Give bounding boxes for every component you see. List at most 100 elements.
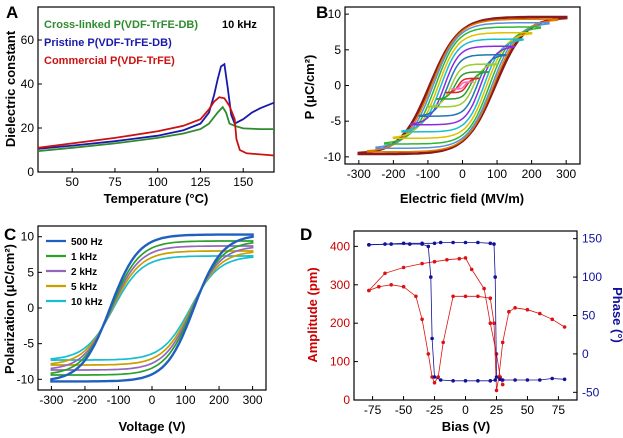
- y-tick-label: 100: [330, 355, 350, 369]
- x-axis-label-b: Electric field (MV/m): [400, 191, 524, 206]
- x-tick-label: 200: [522, 167, 542, 181]
- x-tick-label: -200: [381, 167, 405, 181]
- series-line-d-0-point: [513, 306, 517, 310]
- panel-d: D -75 -50 -25 0 25 50 75 0 100 200 300 400 -50 0 50 100…: [300, 225, 623, 434]
- hysteresis-loop-b-8: [427, 63, 498, 108]
- x-axis-label-d: Bias (V): [442, 419, 490, 434]
- series-line-d-2-point: [562, 377, 567, 382]
- hysteresis-loop-b-1: [366, 18, 559, 153]
- legend-a-pristine: Pristine P(VDF-TrFE-DB): [44, 37, 172, 49]
- series-line-d-1-point: [482, 286, 486, 291]
- series-line-d-0-point: [550, 317, 554, 322]
- y-axis-label-a: Dielectric constant: [3, 30, 18, 147]
- hysteresis-loop-b-4: [392, 31, 533, 140]
- x-tick-label: 0: [149, 393, 156, 407]
- hysteresis-loops-b: [357, 15, 568, 156]
- x-tick-label: 0: [459, 167, 466, 181]
- hysteresis-loop-c-3: [50, 240, 254, 376]
- y-tick-label: 300: [330, 278, 350, 292]
- y-tick-label: 5: [334, 43, 341, 57]
- series-line-d-0-point: [463, 294, 468, 299]
- series-line-d-3-point: [438, 378, 443, 382]
- hysteresis-loop-b-0: [357, 15, 568, 156]
- y2-tick-label: 100: [582, 270, 602, 284]
- y-tick-label: 10: [21, 230, 35, 244]
- series-line-d-2-point: [500, 378, 505, 382]
- panel-label-d: D: [300, 225, 312, 244]
- hysteresis-loop-b-7: [418, 54, 507, 117]
- series-line-d-1-point: [383, 271, 387, 276]
- y-tick-label: 0: [343, 393, 350, 407]
- series-line-d-0-point: [441, 340, 446, 345]
- series-line-d-1-point: [367, 288, 371, 293]
- x-tick-label: 125: [190, 175, 210, 189]
- series-line-d-2-point: [432, 241, 437, 246]
- x-tick-label: -300: [347, 167, 371, 181]
- x-tick-label: 300: [556, 167, 576, 181]
- panel-label-a: A: [6, 3, 18, 22]
- y-tick-label: 400: [330, 239, 350, 253]
- series-line-d-0-point: [436, 375, 441, 379]
- x-axis-label-a: Temperature (°C): [104, 191, 209, 206]
- series-line-d-0-point: [507, 309, 511, 314]
- series-line-d-3-point: [432, 375, 437, 379]
- series-line-d-0-point: [525, 307, 530, 312]
- x-axis-label-c: Voltage (V): [119, 419, 186, 434]
- series-line-d-2: [368, 242, 565, 381]
- series-line-d-2-point: [513, 378, 517, 382]
- series-line-d-1-point: [401, 265, 406, 270]
- series-line-d-2-point: [463, 240, 468, 245]
- hysteresis-loop-b-11: [451, 81, 474, 90]
- hysteresis-loop-b-6: [409, 45, 516, 126]
- y-tick-label: 0: [334, 79, 341, 93]
- series-line-d-2-point: [451, 240, 455, 245]
- series-line-a-2: [37, 96, 275, 157]
- x-tick-label: 75: [108, 175, 122, 189]
- series-line-d-3-point: [463, 379, 468, 383]
- series-line-d-0-point: [389, 283, 394, 287]
- x-tick-label: 50: [521, 403, 535, 417]
- series-line-d-2-point: [488, 241, 493, 246]
- x-tick-label: 150: [233, 175, 253, 189]
- series-line-d-0: [368, 284, 565, 391]
- axis-ticks-d: -75 -50 -25 0 25 50 75 0 100 200 300 400 -50 0 50 100 15…: [330, 232, 602, 417]
- x-tick-label: -100: [416, 167, 440, 181]
- y-tick-label: 20: [21, 121, 35, 135]
- legend-label-c: 2 kHz: [71, 267, 97, 278]
- series-lines-d: [367, 240, 567, 393]
- hysteresis-loop-c-0: [50, 255, 254, 361]
- series-line-d-2-point: [525, 378, 530, 382]
- legend-c: 500 Hz 1 kHz 2 kHz 5 kHz 10 kHz: [46, 237, 103, 308]
- series-line-d-3-point: [430, 336, 434, 341]
- series-line-d-0-point: [377, 284, 381, 289]
- x-tick-label: 0: [462, 403, 469, 417]
- y2-axis-label-d: Phase (°): [610, 287, 623, 343]
- series-line-d-3: [368, 243, 496, 382]
- series-line-d-1-point: [432, 259, 437, 264]
- y2-tick-label: 150: [582, 232, 602, 246]
- y-tick-label: 60: [21, 33, 35, 47]
- series-line-d-3-point: [408, 242, 412, 246]
- series-line-d-1-point: [469, 267, 474, 272]
- series-line-d-0-point: [488, 296, 493, 301]
- x-tick-label: -200: [73, 393, 97, 407]
- series-line-d-1: [368, 257, 504, 385]
- panel-label-b: B: [316, 3, 328, 22]
- x-tick-label: -75: [364, 403, 382, 417]
- panel-c: C -300 -200 -100 0 100 200 300 -10 -5 0 5 10 500 Hz…: [2, 225, 267, 434]
- series-line-d-2-point: [401, 241, 406, 246]
- y-tick-label: 200: [330, 316, 350, 330]
- series-line-d-0-point: [476, 294, 480, 299]
- hysteresis-loop-b-5: [401, 38, 524, 133]
- hysteresis-loop-c-4: [50, 233, 254, 383]
- x-tick-label: 75: [552, 403, 566, 417]
- x-tick-label: -100: [106, 393, 130, 407]
- annotation-frequency-a: 10 kHz: [222, 19, 257, 31]
- series-line-d-3-point: [476, 379, 480, 383]
- hysteresis-loops-c: [50, 233, 254, 383]
- legend-label-c: 5 kHz: [71, 282, 97, 293]
- series-line-d-0-point: [494, 388, 499, 393]
- series-line-d-0-point: [562, 325, 567, 329]
- legend-a: Cross-linked P(VDF-TrFE-DB) Pristine P(V…: [44, 19, 257, 67]
- y-tick-label: -5: [23, 337, 34, 351]
